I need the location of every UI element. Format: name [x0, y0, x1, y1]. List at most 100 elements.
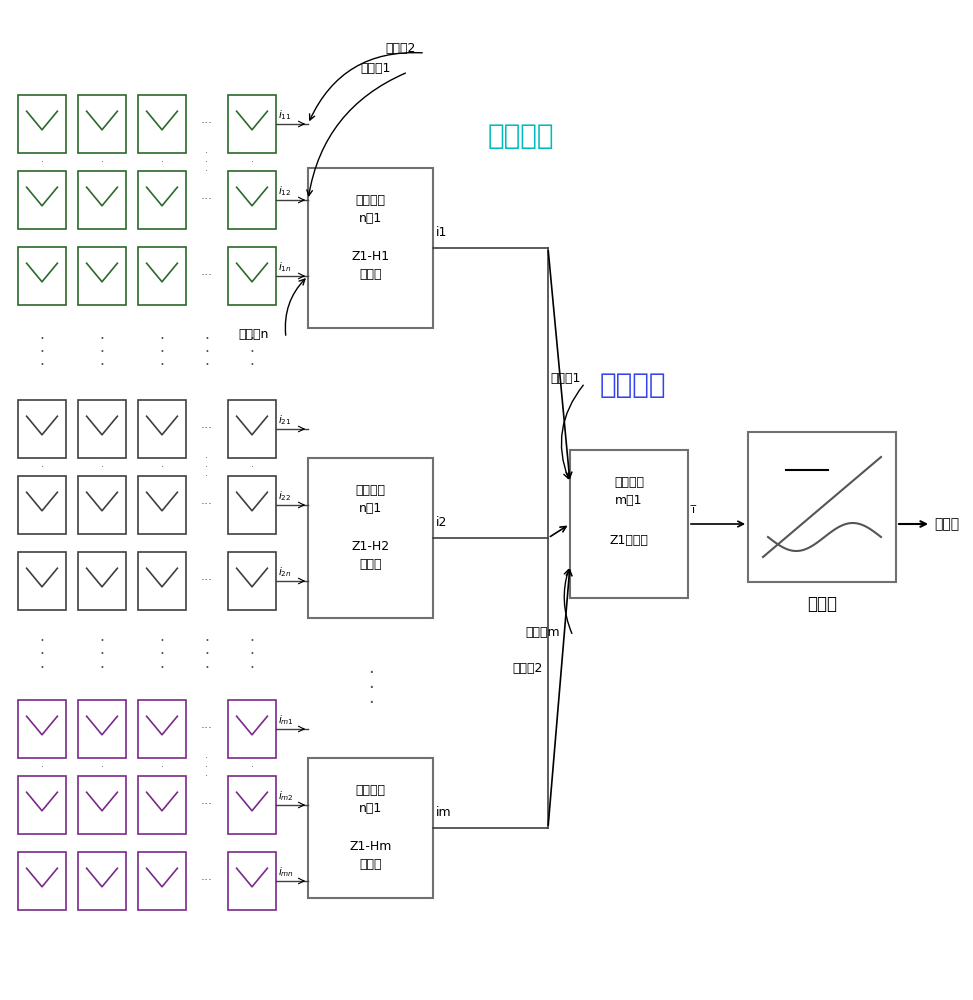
Text: im: im [436, 806, 451, 819]
Bar [18, 700, 66, 758]
Bar [18, 400, 66, 458]
Text: ·
·
·: · · · [249, 634, 254, 676]
Text: $i_{21}$: $i_{21}$ [278, 413, 292, 427]
Text: 输入端2: 输入端2 [512, 662, 542, 674]
Bar [78, 476, 126, 534]
Bar [308, 168, 433, 328]
Bar [78, 247, 126, 305]
Text: ·
·
·: · · · [249, 332, 254, 373]
Text: ·
·
·: · · · [40, 332, 45, 373]
Bar [228, 247, 276, 305]
Text: 输入端m: 输入端m [525, 626, 559, 639]
Text: i1: i1 [436, 226, 448, 239]
Text: ·
·
·: · · · [204, 332, 209, 373]
Text: n进1: n进1 [359, 502, 382, 514]
Text: ·
·
·: · · · [204, 634, 209, 676]
Text: n进1: n进1 [359, 802, 382, 814]
Bar [138, 247, 186, 305]
Text: ·
·
·: · · · [100, 753, 103, 781]
Bar [18, 171, 66, 229]
Text: 输入端1: 输入端1 [550, 371, 580, 384]
Bar [18, 776, 66, 834]
Bar [228, 852, 276, 910]
Text: 二级汇流: 二级汇流 [600, 371, 667, 399]
Text: ·
·
·: · · · [40, 634, 45, 676]
Bar [78, 700, 126, 758]
Text: ·
·
·: · · · [250, 148, 254, 176]
Bar [18, 852, 66, 910]
Bar [748, 432, 896, 582]
Bar [228, 700, 276, 758]
Text: ·
·
·: · · · [41, 148, 44, 176]
Text: ·
·
·: · · · [99, 634, 104, 676]
Text: ·
·
·: · · · [41, 753, 44, 781]
Text: Z1-H1: Z1-H1 [351, 249, 389, 262]
Bar [138, 776, 186, 834]
Text: ·
·
·: · · · [368, 664, 374, 712]
Bar [308, 758, 433, 898]
Text: ···: ··· [201, 117, 213, 130]
Text: Z1-H2: Z1-H2 [351, 540, 389, 552]
Text: ·
·
·: · · · [205, 148, 208, 176]
Text: n进1: n进1 [359, 212, 382, 225]
Text: 一级汇流: 一级汇流 [355, 784, 385, 796]
Text: ·
·
·: · · · [160, 332, 164, 373]
Bar [138, 400, 186, 458]
Text: ·
·
·: · · · [99, 332, 104, 373]
Bar [78, 776, 126, 834]
Text: 一级汇流: 一级汇流 [488, 122, 555, 150]
Text: ·
·
·: · · · [100, 148, 103, 176]
Text: $i_{22}$: $i_{22}$ [278, 489, 291, 503]
Text: 输入端2: 输入端2 [385, 41, 415, 54]
Text: 输入端n: 输入端n [238, 328, 269, 342]
Text: ···: ··· [201, 722, 213, 736]
Text: ···: ··· [201, 574, 213, 587]
Bar [138, 171, 186, 229]
Text: Z1-Hm: Z1-Hm [349, 840, 392, 852]
Bar [78, 95, 126, 153]
Text: ·
·
·: · · · [100, 453, 103, 481]
Bar [18, 247, 66, 305]
Text: 汇流箱: 汇流箱 [359, 857, 381, 870]
Text: 输入端1: 输入端1 [360, 62, 390, 75]
Text: ···: ··· [201, 498, 213, 512]
Text: 一级汇流: 一级汇流 [355, 484, 385, 496]
Bar [138, 852, 186, 910]
Text: 汇流箱: 汇流箱 [359, 558, 381, 570]
Text: ·
·
·: · · · [250, 753, 254, 781]
Bar [228, 476, 276, 534]
Text: $i_{m1}$: $i_{m1}$ [278, 713, 294, 727]
Text: ·
·
·: · · · [205, 753, 208, 781]
Text: $i_{1n}$: $i_{1n}$ [278, 260, 292, 274]
Text: 二级汇流: 二级汇流 [614, 476, 644, 488]
Bar [78, 852, 126, 910]
Text: ···: ··· [201, 422, 213, 436]
Bar [228, 171, 276, 229]
Bar [78, 400, 126, 458]
Bar [18, 95, 66, 153]
Text: 汇流箱: 汇流箱 [359, 267, 381, 280]
Bar [138, 476, 186, 534]
Text: ·
·
·: · · · [161, 148, 163, 176]
Text: i̅: i̅ [693, 505, 696, 515]
Text: 并网点: 并网点 [934, 517, 959, 531]
Text: 一级汇流: 一级汇流 [355, 194, 385, 207]
Bar [78, 552, 126, 610]
Text: 逆变器: 逆变器 [807, 595, 837, 613]
Text: $i_{m2}$: $i_{m2}$ [278, 789, 294, 803]
Text: ···: ··· [201, 194, 213, 207]
Bar [228, 776, 276, 834]
Text: ·
·
·: · · · [161, 753, 163, 781]
Text: ···: ··· [201, 798, 213, 812]
Text: $i_{11}$: $i_{11}$ [278, 108, 292, 122]
Bar [228, 552, 276, 610]
Text: i2: i2 [436, 516, 448, 529]
Bar [228, 400, 276, 458]
Bar [308, 458, 433, 618]
Bar [18, 476, 66, 534]
Text: ·
·
·: · · · [250, 453, 254, 481]
Bar [228, 95, 276, 153]
Text: ·
·
·: · · · [41, 453, 44, 481]
Text: ···: ··· [201, 269, 213, 282]
Bar [18, 552, 66, 610]
